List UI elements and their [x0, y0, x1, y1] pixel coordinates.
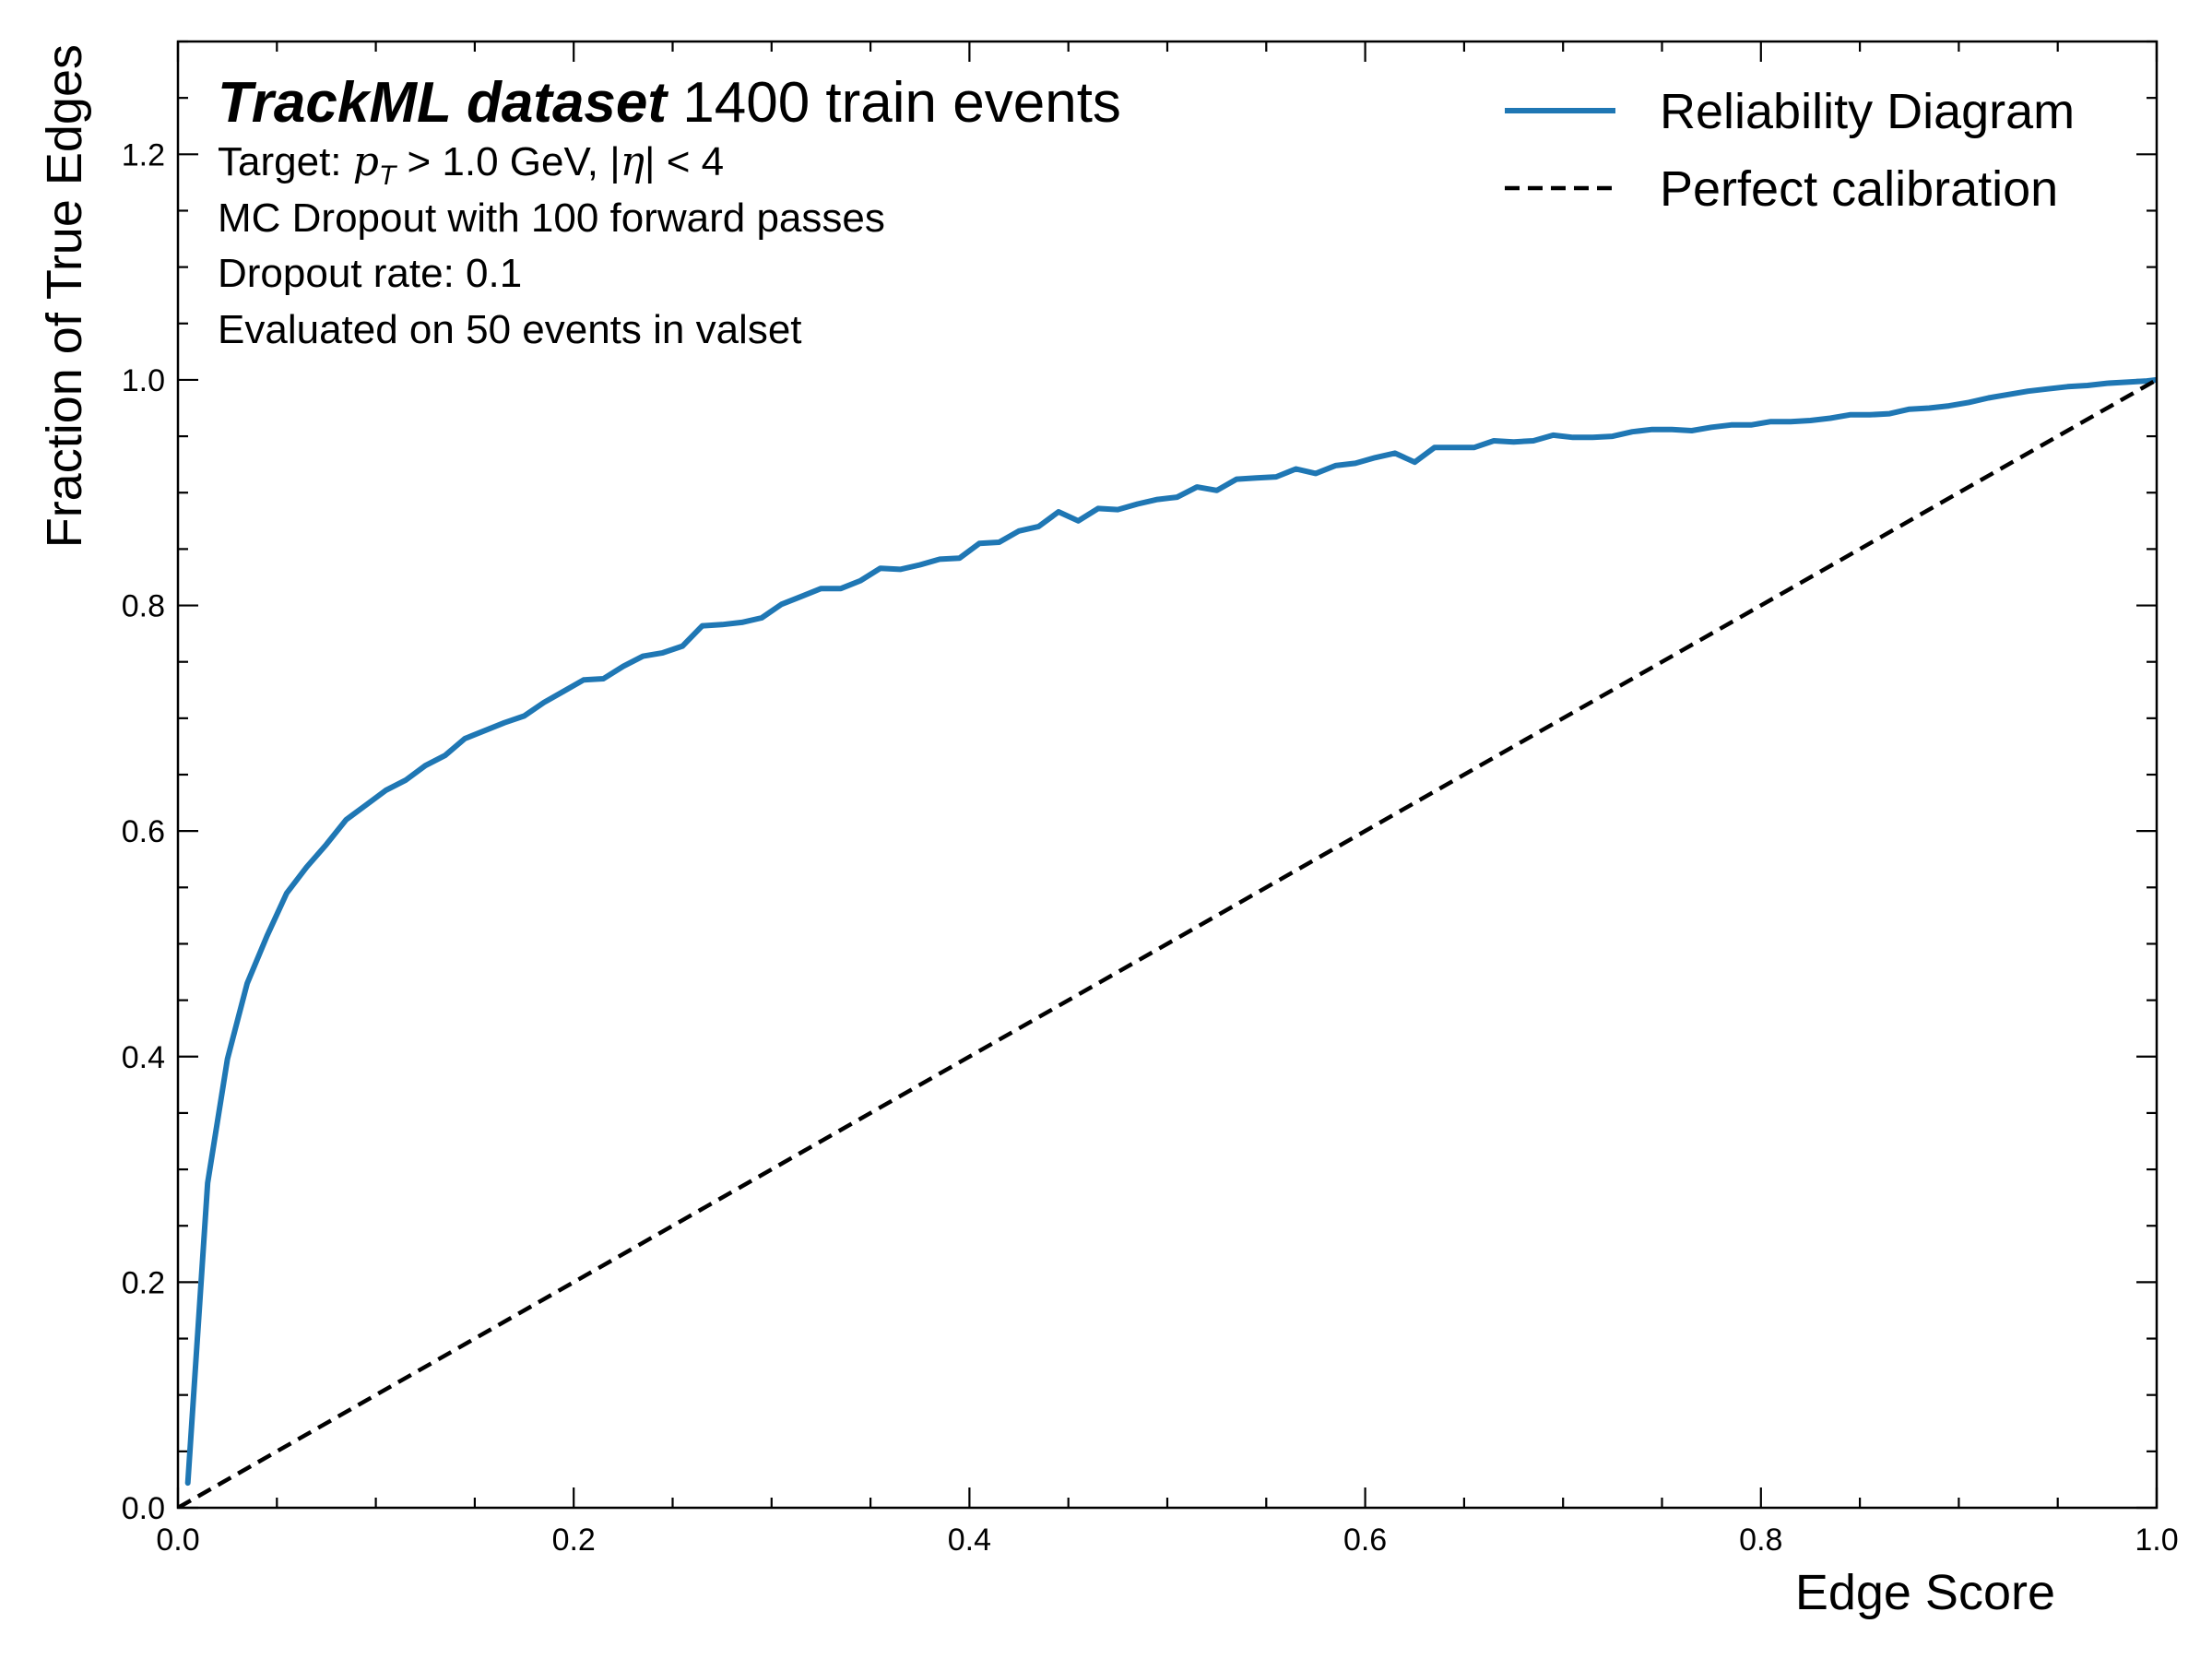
- y-tick-label: 0.0: [122, 1491, 165, 1526]
- evaluation-line: Evaluated on 50 events in valset: [218, 307, 802, 352]
- target-p: p: [353, 138, 379, 185]
- mc-dropout-line: MC Dropout with 100 forward passes: [218, 196, 885, 241]
- plot-frame: [176, 40, 2159, 1510]
- y-tick-label: 1.2: [122, 137, 165, 172]
- axis-tick-labels: 0.0 0.2 0.4 0.6 0.8 1.0 0.0 0.2 0.4 0.6 0.8 1.0 1.2: [122, 137, 2179, 1558]
- target-prefix: Target:: [218, 139, 353, 184]
- target-subscript: T: [379, 160, 398, 191]
- x-tick-label: 1.0: [2135, 1523, 2178, 1558]
- legend-label: Reliability Diagram: [1660, 84, 2075, 139]
- y-axis-label: Fraction of True Edges: [37, 44, 92, 548]
- dropout-rate-line: Dropout rate: 0.1: [218, 251, 522, 296]
- target-middle: > 1.0 GeV, |: [396, 139, 620, 184]
- plot-lines: [178, 376, 2157, 1508]
- x-tick-label: 0.2: [552, 1523, 596, 1558]
- y-tick-label: 0.4: [122, 1040, 165, 1075]
- reliability-diagram-line: [184, 376, 2157, 1487]
- annotation-block: TrackML dataset 1400 train events Target…: [218, 71, 1121, 352]
- perfect-calibration-line: [178, 377, 2157, 1508]
- y-tick-label: 0.8: [122, 589, 165, 624]
- y-tick-label: 0.6: [122, 814, 165, 849]
- target-line: Target: pT > 1.0 GeV, |η| < 4: [218, 138, 724, 191]
- target-eta: η: [621, 138, 645, 185]
- y-tick-label: 1.0: [122, 363, 165, 398]
- x-tick-label: 0.4: [948, 1523, 991, 1558]
- target-end: | < 4: [645, 139, 724, 184]
- y-tick-label: 0.2: [122, 1265, 165, 1300]
- x-axis-label: Edge Score: [1795, 1565, 2055, 1620]
- dataset-heading-bold: TrackML dataset: [218, 71, 668, 135]
- dataset-heading: TrackML dataset 1400 train events: [218, 71, 1121, 135]
- x-tick-label: 0.6: [1343, 1523, 1387, 1558]
- dataset-heading-rest: 1400 train events: [667, 71, 1121, 135]
- x-tick-label: 0.8: [1739, 1523, 1782, 1558]
- legend-label: Perfect calibration: [1660, 161, 2058, 217]
- legend: Reliability Diagram Perfect calibration: [1505, 84, 2075, 217]
- x-tick-label: 0.0: [156, 1523, 199, 1558]
